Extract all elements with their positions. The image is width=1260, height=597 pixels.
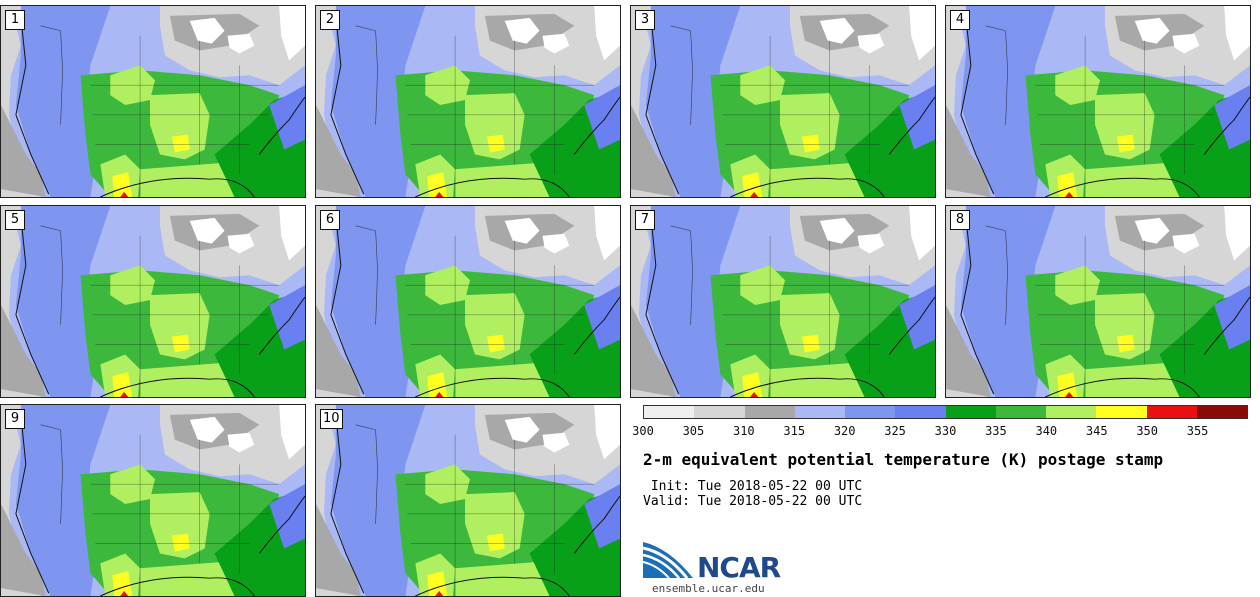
site-url: ensemble.ucar.edu	[652, 582, 765, 595]
init-time: Init: Tue 2018-05-22 00 UTC	[643, 479, 863, 494]
colorbar-tick-label: 355	[1186, 424, 1209, 438]
member-label: 1	[5, 10, 25, 30]
member-label: 10	[320, 409, 343, 429]
member-panel-3: 3	[630, 5, 936, 198]
member-label: 2	[320, 10, 340, 30]
colorbar-tick-label: 310	[732, 424, 755, 438]
member-label: 7	[635, 210, 655, 230]
member-panel-8: 8	[945, 205, 1251, 398]
member-label: 6	[320, 210, 340, 230]
colorbar	[643, 405, 1248, 419]
colorbar-tick-label: 345	[1085, 424, 1108, 438]
member-label: 3	[635, 10, 655, 30]
member-panel-2: 2	[315, 5, 621, 198]
conus-map	[946, 6, 1250, 197]
colorbar-ticks: 300 305 310 315 320 325 330 335 340 345 350 355	[632, 424, 1248, 440]
colorbar-segment	[1096, 406, 1147, 418]
colorbar-segment	[1196, 406, 1247, 418]
conus-map	[316, 6, 620, 197]
valid-time: Valid: Tue 2018-05-22 00 UTC	[643, 494, 863, 509]
ncar-logo-icon	[642, 542, 693, 579]
colorbar-segment	[945, 406, 996, 418]
ncar-logo-text: NCAR	[697, 551, 781, 584]
colorbar-segment	[1146, 406, 1197, 418]
member-panel-7: 7	[630, 205, 936, 398]
member-label: 4	[950, 10, 970, 30]
colorbar-tick-label: 340	[1035, 424, 1058, 438]
colorbar-tick-label: 330	[934, 424, 957, 438]
colorbar-tick-label: 315	[783, 424, 806, 438]
conus-map	[1, 6, 305, 197]
colorbar-segment	[694, 406, 745, 418]
member-panel-6: 6	[315, 205, 621, 398]
member-panel-10: 10	[315, 404, 621, 597]
plot-title: 2-m equivalent potential temperature (K)…	[643, 450, 1164, 469]
member-label: 9	[5, 409, 25, 429]
colorbar-segment	[794, 406, 845, 418]
colorbar-segment	[845, 406, 896, 418]
colorbar-tick-label: 305	[682, 424, 705, 438]
colorbar-segment	[995, 406, 1046, 418]
conus-map	[946, 206, 1250, 397]
member-label: 8	[950, 210, 970, 230]
conus-map	[631, 206, 935, 397]
conus-map	[1, 206, 305, 397]
colorbar-tick-label: 300	[632, 424, 654, 438]
colorbar-segment	[744, 406, 795, 418]
member-panel-1: 1	[0, 5, 306, 198]
conus-map	[631, 6, 935, 197]
conus-map	[316, 206, 620, 397]
colorbar-tick-label: 350	[1136, 424, 1158, 438]
colorbar-tick-label: 335	[985, 424, 1007, 438]
member-label: 5	[5, 210, 25, 230]
colorbar-tick-label: 325	[884, 424, 906, 438]
colorbar-segment	[644, 406, 695, 418]
colorbar-segment	[1046, 406, 1097, 418]
member-panel-9: 9	[0, 404, 306, 597]
conus-map	[1, 405, 305, 596]
colorbar-segment	[895, 406, 946, 418]
member-panel-4: 4	[945, 5, 1251, 198]
member-panel-5: 5	[0, 205, 306, 398]
conus-map	[316, 405, 620, 596]
colorbar-tick-label: 320	[833, 424, 856, 438]
